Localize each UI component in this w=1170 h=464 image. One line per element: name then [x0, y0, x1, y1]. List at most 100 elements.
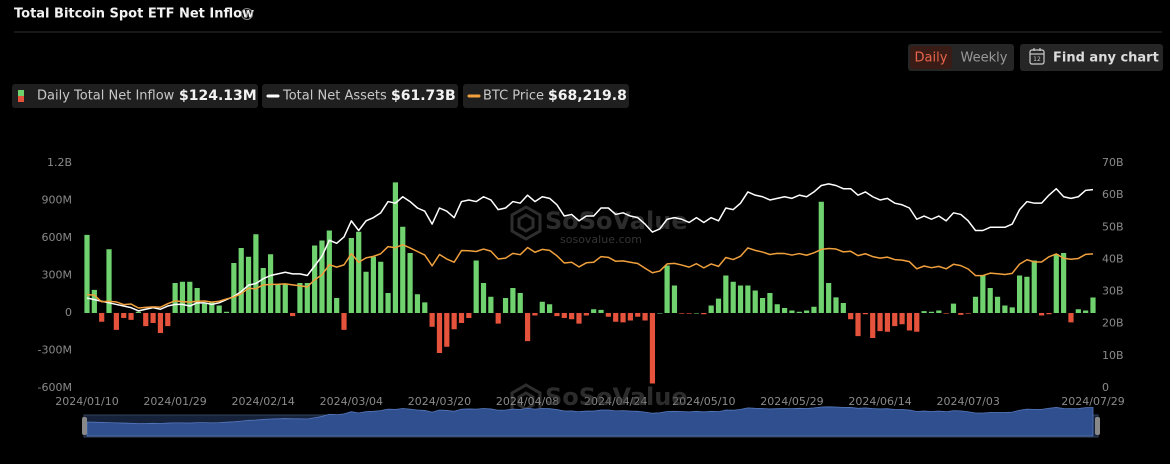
- bar: [532, 313, 538, 316]
- bar: [253, 234, 259, 313]
- watermark-logo: [510, 205, 542, 241]
- bar: [326, 230, 332, 313]
- bar: [811, 306, 817, 313]
- legend-key: [18, 90, 24, 96]
- bar: [99, 313, 105, 322]
- watermark-name: SoSoValue: [545, 207, 688, 235]
- legend-item[interactable]: [262, 84, 458, 108]
- bar: [121, 313, 127, 318]
- bar: [209, 301, 215, 313]
- info-icon[interactable]: [241, 8, 253, 20]
- find-chart-button[interactable]: [1020, 44, 1163, 71]
- bar: [818, 201, 824, 313]
- toggle-active-bg: [910, 46, 952, 69]
- bar: [914, 313, 920, 332]
- bar: [1016, 275, 1023, 313]
- toggle-button[interactable]: Weekly: [961, 51, 1008, 66]
- bar: [466, 313, 472, 318]
- bar: [106, 249, 112, 313]
- y-tick-label: 50B: [1102, 220, 1124, 233]
- bar: [201, 303, 208, 313]
- bar: [679, 313, 685, 314]
- bar: [1090, 297, 1096, 313]
- bar: [862, 313, 868, 315]
- legend-item[interactable]: [12, 84, 258, 108]
- chart-title: Total Bitcoin Spot ETF Net Inflow: [14, 7, 254, 22]
- bar: [172, 283, 178, 313]
- bar: [1031, 260, 1037, 313]
- navigator-handle[interactable]: [1095, 417, 1100, 435]
- watermark-name: SoSoValue: [545, 383, 688, 411]
- legend-label: Daily Total Net Inflow: [37, 89, 175, 104]
- bar: [906, 313, 913, 331]
- bar: [473, 260, 479, 313]
- bar: [928, 311, 935, 313]
- bar: [972, 296, 979, 313]
- bar: [701, 313, 707, 315]
- bar: [282, 284, 288, 313]
- line: [86, 183, 1094, 312]
- bar: [892, 313, 898, 327]
- y-tick-label: 40B: [1102, 252, 1124, 265]
- x-tick-label: 2024/03/20: [408, 395, 471, 408]
- find-chart-label[interactable]: Find any chart: [1053, 51, 1159, 66]
- bar: [510, 288, 516, 313]
- bar: [341, 313, 347, 330]
- toggle-button[interactable]: Daily: [915, 51, 948, 66]
- x-tick-label: 2024/07/29: [1061, 395, 1124, 408]
- bar: [730, 281, 736, 313]
- bar: [517, 293, 523, 313]
- bar: [414, 294, 421, 313]
- bar: [91, 289, 97, 313]
- bar: [436, 313, 443, 353]
- bar: [980, 275, 986, 313]
- y-tick-label: 0: [1102, 381, 1109, 394]
- bar: [943, 313, 949, 314]
- navigator-handle[interactable]: [82, 417, 87, 435]
- bar: [554, 313, 560, 317]
- bar: [451, 313, 457, 330]
- x-tick-label: 2024/01/29: [143, 395, 206, 408]
- bar: [524, 313, 531, 342]
- bar: [1053, 254, 1059, 313]
- bar: [1075, 309, 1081, 313]
- bar: [179, 281, 186, 313]
- bar: [165, 313, 171, 327]
- bar: [547, 304, 553, 313]
- bar: [627, 313, 633, 321]
- bar: [348, 238, 354, 313]
- y-tick-label: 60B: [1102, 188, 1124, 201]
- bar: [378, 261, 384, 313]
- bar: [304, 283, 310, 313]
- legend-key: [18, 96, 24, 102]
- legend-label: Total Net Assets: [282, 89, 387, 104]
- y-tick-label: 600M: [42, 231, 73, 244]
- watermark-url: sosovalue.com: [560, 233, 642, 246]
- x-tick-label: 2024/04/08: [496, 395, 559, 408]
- legend-label: BTC Price: [483, 89, 544, 104]
- bar: [187, 281, 193, 313]
- bar: [723, 275, 729, 313]
- bar: [385, 293, 391, 313]
- bar: [965, 313, 971, 314]
- x-tick-label: 2024/01/10: [55, 395, 118, 408]
- bar: [840, 303, 846, 313]
- legend-value: $61.73B: [391, 88, 456, 104]
- bar: [216, 305, 222, 313]
- bar: [128, 313, 134, 320]
- bar: [260, 268, 266, 313]
- bar: [826, 283, 832, 313]
- y-tick-label: 10B: [1102, 349, 1124, 362]
- legend-item[interactable]: [463, 84, 629, 108]
- bar: [921, 311, 927, 313]
- bar: [899, 313, 905, 325]
- calendar-day: 12: [1033, 56, 1041, 63]
- navigator-area: [86, 406, 1094, 437]
- bar: [113, 313, 119, 330]
- legend-value: $68,219.8: [548, 88, 627, 104]
- y-tick-label: 300M: [42, 269, 73, 282]
- bar: [1009, 307, 1015, 313]
- bar: [642, 313, 648, 321]
